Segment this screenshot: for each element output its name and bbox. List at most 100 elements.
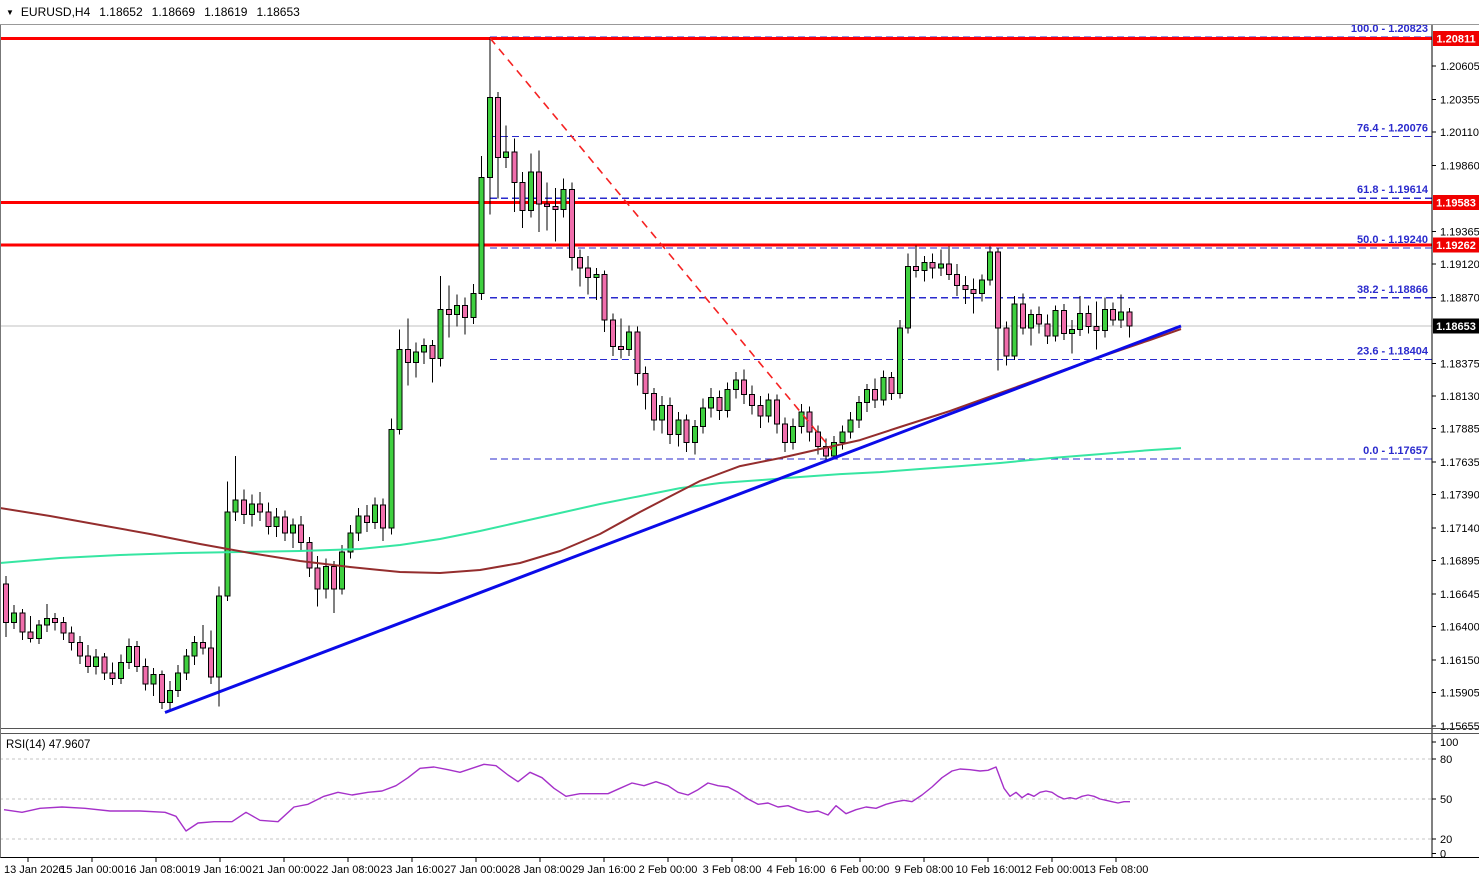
- candle: [1085, 312, 1092, 328]
- ma-red-line[interactable]: [0, 328, 1182, 574]
- price-axis-label: 1.16400: [1440, 622, 1479, 634]
- candle: [716, 396, 723, 412]
- rsi-axis-label: 50: [1440, 794, 1452, 806]
- ma-green-line[interactable]: [0, 447, 1182, 564]
- candle: [470, 292, 477, 318]
- rsi-axis-label: 100: [1440, 737, 1458, 749]
- candle: [347, 532, 354, 553]
- candle: [486, 96, 493, 178]
- candle: [257, 503, 264, 513]
- candle: [757, 404, 764, 417]
- candle: [101, 656, 108, 674]
- candle: [93, 656, 100, 668]
- candle: [568, 188, 575, 258]
- time-axis-label: 6 Feb 00:00: [831, 864, 890, 876]
- candle: [782, 423, 788, 444]
- quote-low: 1.18619: [204, 5, 248, 19]
- candle: [847, 419, 854, 433]
- candle: [240, 499, 247, 516]
- time-axis-label: 28 Jan 08:00: [508, 864, 572, 876]
- descending-trendline[interactable]: [489, 37, 833, 451]
- candle: [626, 331, 633, 350]
- candle: [642, 372, 649, 394]
- candle: [823, 446, 829, 457]
- time-axis-label: 13 Feb 08:00: [1084, 864, 1149, 876]
- rsi-indicator-label: RSI(14) 47.9607: [6, 739, 90, 751]
- candle: [724, 388, 731, 412]
- price-axis-label: 1.19365: [1440, 226, 1479, 238]
- candle: [298, 524, 305, 544]
- candle: [609, 319, 616, 348]
- fib-level-label: 100.0 - 1.20823: [1351, 23, 1428, 35]
- price-axis-label: 1.20355: [1440, 94, 1479, 106]
- candle: [995, 251, 1002, 329]
- price-axis-label: 1.19860: [1440, 160, 1479, 172]
- price-alert-badge: [1433, 194, 1479, 210]
- time-axis-label: 4 Feb 16:00: [767, 864, 826, 876]
- candle: [864, 388, 870, 404]
- rsi-axis-label: 20: [1440, 834, 1452, 846]
- candle: [191, 642, 198, 657]
- candle: [691, 426, 698, 444]
- candle: [1118, 311, 1125, 321]
- candle: [404, 348, 411, 364]
- candle: [314, 567, 321, 590]
- candle: [167, 690, 173, 704]
- candle: [109, 672, 116, 680]
- candle: [544, 203, 551, 208]
- fib-level-label: 23.6 - 1.18404: [1357, 345, 1429, 357]
- candle: [601, 274, 608, 321]
- candle: [372, 504, 378, 524]
- fib-level-label: 38.2 - 1.18866: [1357, 284, 1428, 296]
- symbol-dropdown-icon[interactable]: ▼: [6, 7, 14, 17]
- candle: [519, 182, 526, 212]
- candle: [150, 674, 157, 685]
- candle: [1069, 328, 1075, 334]
- candle: [896, 327, 903, 394]
- candle: [954, 274, 961, 286]
- candle: [19, 612, 26, 633]
- candle: [52, 618, 59, 624]
- candle: [208, 647, 214, 678]
- candle: [749, 394, 756, 406]
- time-axis-label: 22 Jan 08:00: [316, 864, 380, 876]
- symbol-timeframe-label: EURUSD,H4: [20, 5, 91, 19]
- price-badge-label: 1.18653: [1436, 321, 1476, 333]
- rsi-line[interactable]: [3, 763, 1130, 832]
- rsi-axis-label: 80: [1440, 754, 1452, 766]
- chart-header: ▼ EURUSD,H4 1.18652 1.18669 1.18619 1.18…: [6, 5, 300, 19]
- candle: [511, 151, 518, 184]
- candle: [85, 655, 91, 668]
- candle: [880, 376, 887, 401]
- candle: [798, 411, 805, 428]
- price-badge-label: 1.19262: [1436, 240, 1476, 252]
- candle: [1003, 327, 1010, 357]
- candle: [806, 411, 813, 433]
- candle: [126, 646, 132, 664]
- candle: [1060, 310, 1067, 334]
- price-axis-label: 1.17140: [1440, 523, 1479, 535]
- candle: [1110, 308, 1116, 321]
- candle: [503, 151, 510, 158]
- candle: [421, 344, 428, 353]
- candle: [175, 672, 182, 692]
- time-axis-label: 23 Jan 16:00: [380, 864, 444, 876]
- price-alert-badge: [1433, 31, 1479, 47]
- ascending-trendline[interactable]: [164, 324, 1182, 714]
- fib-level-label: 50.0 - 1.19240: [1357, 234, 1428, 246]
- candle: [659, 404, 665, 421]
- candle: [978, 279, 985, 294]
- candle: [552, 206, 559, 210]
- rsi-axis-label: 0: [1440, 849, 1446, 861]
- candle: [937, 263, 944, 269]
- candle: [224, 511, 231, 597]
- price-badge-label: 1.20811: [1436, 34, 1475, 46]
- time-axis-label: 9 Feb 08:00: [895, 864, 954, 876]
- fib-level-label: 0.0 - 1.17657: [1363, 445, 1428, 457]
- candle: [1126, 311, 1133, 327]
- candle: [929, 262, 936, 269]
- price-axis-label: 1.18130: [1440, 391, 1479, 403]
- candle: [3, 583, 9, 624]
